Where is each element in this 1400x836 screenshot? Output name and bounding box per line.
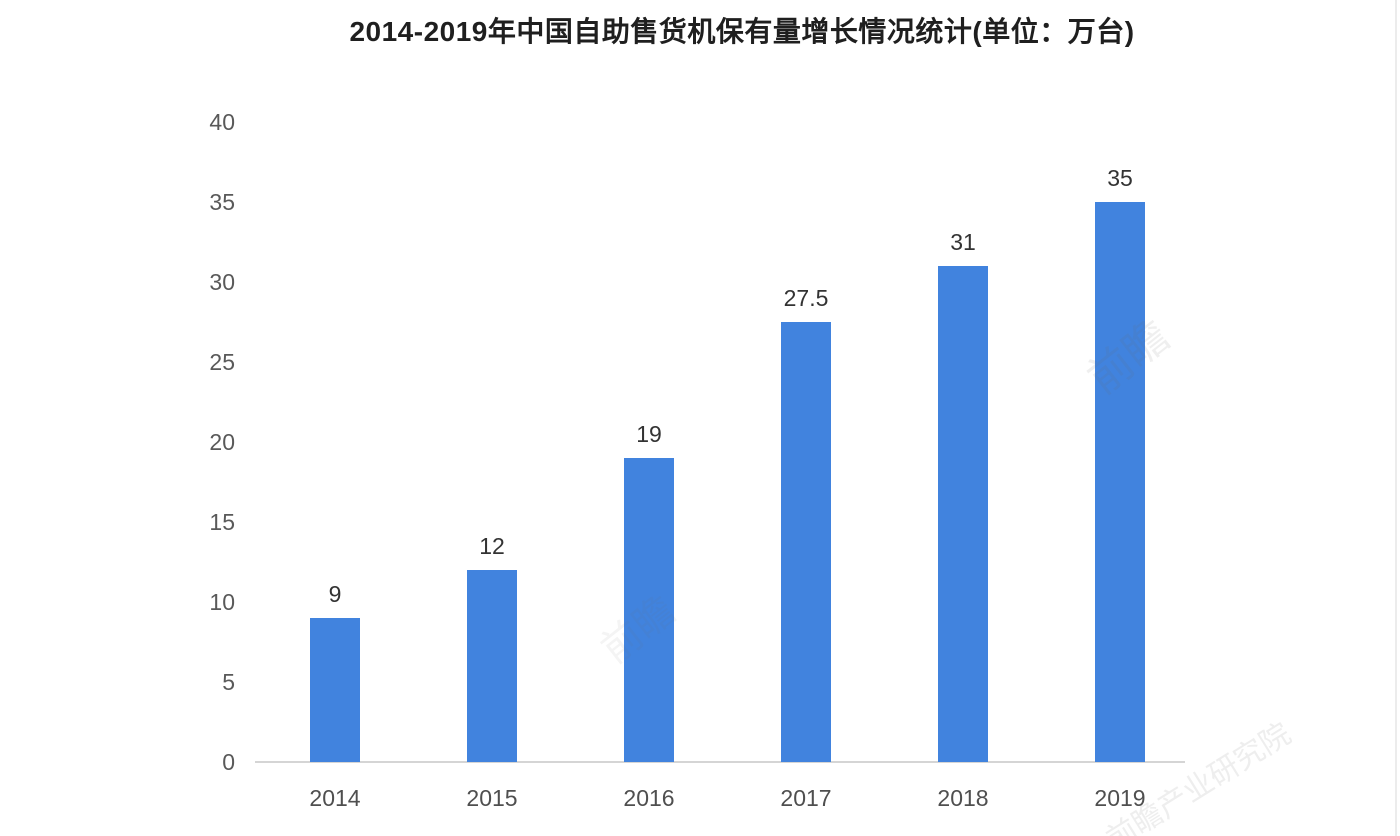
- y-axis-tick-label: 25: [209, 349, 235, 375]
- y-axis-tick-label: 15: [209, 509, 235, 535]
- bar-2014: [310, 618, 360, 762]
- bar-2018: [938, 266, 988, 762]
- bar-2019: [1095, 202, 1145, 762]
- bar-value-label: 19: [636, 421, 662, 447]
- bar-2016: [624, 458, 674, 762]
- x-axis-tick-label: 2017: [780, 785, 832, 811]
- bar-2015: [467, 570, 517, 762]
- x-axis-tick-label: 2018: [937, 785, 989, 811]
- y-axis-tick-label: 5: [222, 669, 235, 695]
- bar-value-label: 12: [479, 533, 505, 559]
- y-axis-tick-label: 40: [209, 109, 235, 135]
- y-axis-tick-label: 0: [222, 749, 235, 775]
- image-right-edge-line: [1395, 0, 1397, 836]
- y-axis-tick-label: 35: [209, 189, 235, 215]
- bar-value-label: 35: [1107, 165, 1133, 191]
- x-axis-tick-label: 2014: [309, 785, 361, 811]
- y-axis-tick-label: 30: [209, 269, 235, 295]
- bar-2017: [781, 322, 831, 762]
- x-axis-tick-label: 2016: [623, 785, 675, 811]
- x-axis-tick-label: 2019: [1094, 785, 1146, 811]
- x-axis-tick-label: 2015: [466, 785, 518, 811]
- y-axis-tick-label: 10: [209, 589, 235, 615]
- bar-value-label: 27.5: [783, 285, 829, 311]
- y-axis-tick-label: 20: [209, 429, 235, 455]
- bar-value-label: 31: [950, 229, 976, 255]
- chart-title: 2014-2019年中国自助售货机保有量增长情况统计(单位：万台): [349, 16, 1135, 47]
- x-axis-line: [255, 761, 1185, 763]
- bar-value-label: 9: [328, 581, 342, 607]
